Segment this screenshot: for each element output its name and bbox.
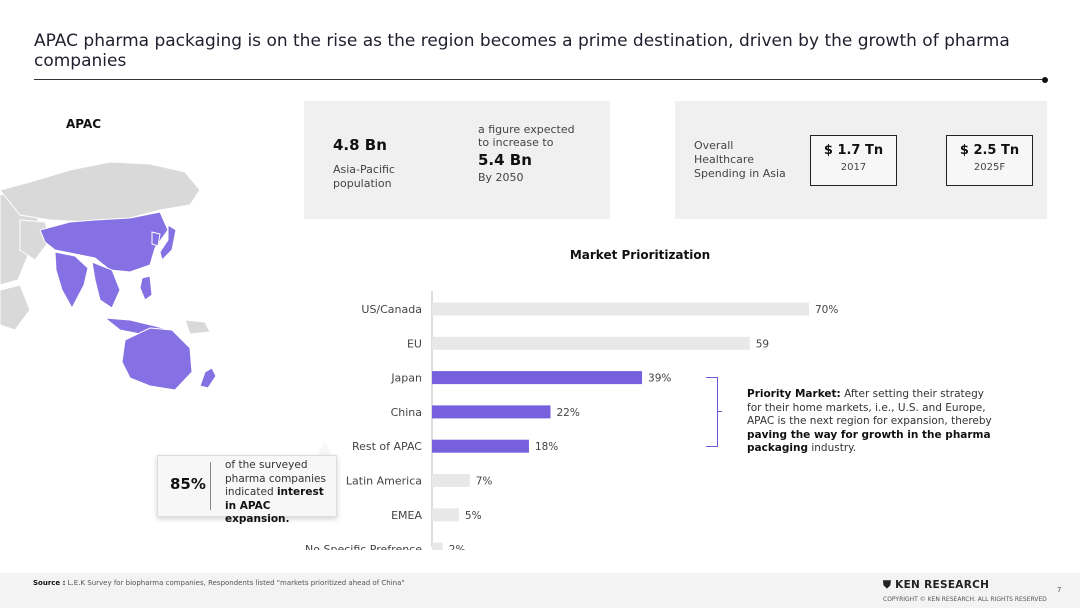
category-label: China [391, 406, 422, 419]
map-southeast-asia [91, 261, 121, 309]
population-future-year: By 2050 [478, 171, 524, 184]
copyright: COPYRIGHT © KEN RESEARCH. ALL RIGHTS RES… [883, 596, 1047, 603]
survey-callout: 85% of the surveyed pharma companies ind… [157, 455, 337, 525]
footer: Source : L.E.K Survey for biopharma comp… [0, 573, 1080, 608]
map-korea [151, 231, 161, 247]
map-land-russia [0, 161, 201, 223]
category-label: EU [407, 337, 422, 350]
map-land-papua [184, 319, 211, 335]
healthcare-year-2017: 2017 [840, 162, 867, 173]
bar [432, 302, 809, 316]
callout-percent: 85% [170, 475, 206, 493]
map-new-zealand [199, 367, 217, 389]
priority-bracket-tick [717, 411, 722, 412]
bar [432, 405, 551, 419]
population-future-value: 5.4 Bn [478, 151, 532, 169]
callout-pointer [318, 441, 332, 455]
category-label: US/Canada [361, 303, 422, 316]
bar-value-label: 5% [465, 510, 482, 522]
brand-logo: ⛊ KEN RESEARCH [883, 579, 989, 592]
category-label: No Specific Prefrence [305, 543, 422, 550]
bar [432, 371, 643, 385]
category-label: Latin America [346, 475, 422, 488]
bar-value-label: 39% [648, 373, 671, 385]
chart-title: Market Prioritization [569, 248, 711, 262]
source-label: Source : [33, 579, 66, 587]
title-divider-dot [1042, 76, 1048, 83]
page-title: APAC pharma packaging is on the rise as … [34, 31, 1010, 71]
source-note: Source : L.E.K Survey for biopharma comp… [33, 579, 405, 587]
healthcare-value-2017: $ 1.7 Tn [823, 143, 884, 158]
priority-text-2: industry. [808, 442, 857, 454]
callout-separator [210, 462, 211, 510]
category-label: Japan [390, 372, 422, 385]
map-japan [159, 224, 177, 261]
map-australia [121, 327, 193, 391]
population-label: Asia-Pacific population [333, 163, 395, 190]
healthcare-box-2017: $ 1.7 Tn 2017 [810, 135, 897, 186]
title-divider [34, 79, 1045, 80]
region-label: APAC [66, 117, 102, 131]
priority-text-1: After setting their strategy for their h… [747, 388, 992, 427]
priority-bold-tail: paving the way for growth in the pharma … [747, 428, 991, 455]
healthcare-value-2025f: $ 2.5 Tn [959, 143, 1020, 158]
bar [432, 439, 529, 453]
map-china [39, 211, 169, 273]
bar [432, 508, 459, 522]
bar-value-label: 2% [449, 544, 466, 550]
apac-map [0, 161, 217, 391]
population-value: 4.8 Bn [333, 136, 387, 154]
bar-value-label: 59 [756, 338, 769, 350]
category-label: Rest of APAC [352, 440, 422, 453]
map-land-middle-east [0, 284, 31, 331]
healthcare-year-2025f: 2025F [973, 162, 1006, 173]
map-india [54, 251, 89, 310]
priority-bracket [706, 377, 718, 447]
healthcare-label: Overall Healthcare Spending in Asia [694, 139, 786, 180]
callout-text-plain: of the surveyed pharma companies indicat… [225, 459, 326, 498]
healthcare-card: Overall Healthcare Spending in Asia $ 1.… [675, 101, 1047, 219]
priority-lead: Priority Market: [747, 388, 841, 400]
bar-value-label: 18% [535, 441, 558, 453]
callout-text: of the surveyed pharma companies indicat… [225, 459, 337, 527]
map-philippines [139, 275, 153, 301]
bar-value-label: 22% [556, 407, 579, 419]
bar-value-label: 7% [476, 476, 493, 488]
population-note: a figure expected to increase to [478, 123, 575, 149]
category-label: EMEA [391, 509, 422, 522]
market-prioritization-chart: US/Canada 70% EU 59 Japan 39% China 22% Rest of … [305, 291, 838, 550]
bar [432, 542, 443, 550]
brand-icon: ⛊ [883, 579, 896, 591]
bar [432, 474, 470, 487]
callout-text-bold: interest in APAC expansion. [225, 486, 324, 525]
brand-name: KEN RESEARCH [895, 579, 990, 591]
healthcare-box-2025f: $ 2.5 Tn 2025F [946, 135, 1033, 186]
population-card: 4.8 Bn Asia-Pacific population a figure … [304, 101, 610, 219]
priority-note: Priority Market: After setting their str… [747, 388, 992, 456]
bar [432, 336, 750, 350]
bar-value-label: 70% [815, 304, 838, 316]
source-text: L.E.K Survey for biopharma companies, Re… [67, 579, 405, 587]
page-number: 7 [1057, 586, 1062, 594]
